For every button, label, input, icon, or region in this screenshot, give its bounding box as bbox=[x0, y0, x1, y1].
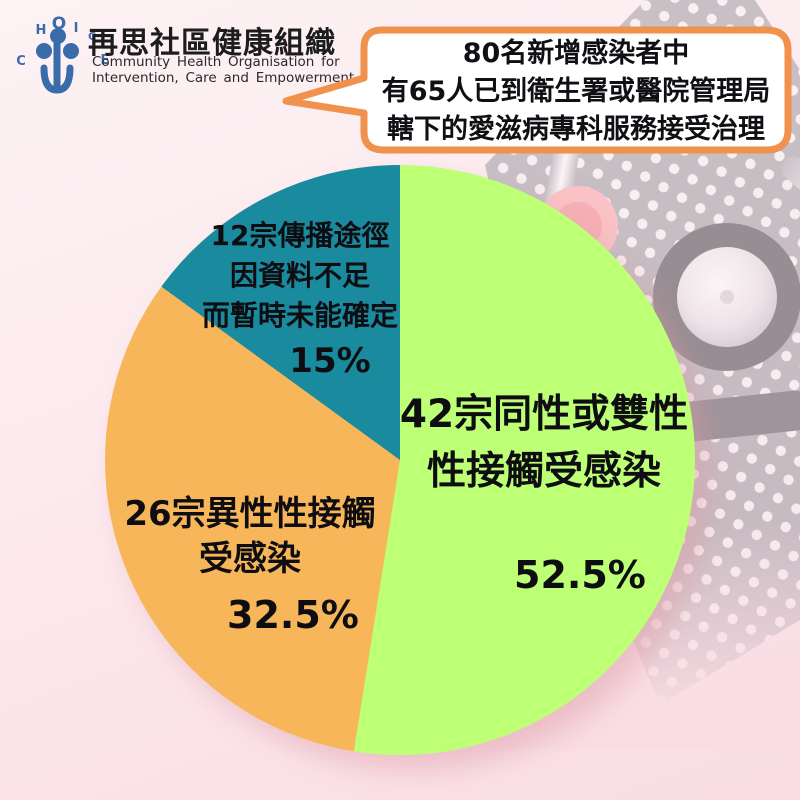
label-line: 42宗同性或雙性 bbox=[399, 392, 689, 437]
org-name-zh: 再思社區健康組織 bbox=[88, 26, 336, 61]
bubble-line: 轄下的愛滋病專科服務接受治理 bbox=[387, 114, 765, 145]
stethoscope-chestpiece-center bbox=[720, 290, 734, 304]
pie-slice-percent-heterosexual: 32.5% bbox=[227, 593, 359, 637]
choice-logo-icon: C H O I C E bbox=[16, 14, 110, 94]
org-name-en-line1: Community Health Organisation for bbox=[92, 54, 340, 70]
label-line: 性接觸受感染 bbox=[426, 449, 661, 494]
org-name-en: Community Health Organisation for Interv… bbox=[92, 54, 355, 86]
pie-chart bbox=[105, 165, 695, 755]
speech-bubble-text: 80名新增感染者中 有65人已到衛生署或醫院管理局 轄下的愛滋病專科服務接受治理 bbox=[368, 35, 784, 149]
label-line: 受感染 bbox=[199, 539, 301, 579]
bubble-line: 80名新增感染者中 bbox=[462, 38, 690, 69]
logo-letter: C bbox=[88, 30, 96, 43]
speech-bubble-outline bbox=[282, 26, 792, 154]
pie-slice-percent-homo-bisexual: 52.5% bbox=[514, 553, 646, 597]
logo-letter: C bbox=[16, 54, 26, 69]
pie-slice-label-undetermined: 12宗傳播途徑 因資料不足 而暫時未能確定 bbox=[150, 216, 450, 336]
label-line: 因資料不足 bbox=[229, 259, 370, 292]
label-line: 而暫時未能確定 bbox=[201, 299, 398, 332]
pie-slice-label-homo-bisexual: 42宗同性或雙性 性接觸受感染 bbox=[393, 386, 695, 500]
pie-slice-percent-undetermined: 15% bbox=[289, 341, 371, 381]
logo-letter: I bbox=[74, 21, 79, 36]
label-line: 12宗傳播途徑 bbox=[210, 219, 390, 252]
logo-circle bbox=[63, 43, 79, 59]
logo-circle bbox=[36, 43, 52, 59]
logo-letter: H bbox=[36, 23, 47, 38]
org-name-en-line2: Intervention, Care and Empowerment bbox=[92, 69, 355, 86]
logo-letter: E bbox=[101, 53, 110, 68]
label-line: 26宗異性性接觸 bbox=[124, 494, 376, 534]
logo-circle bbox=[50, 28, 66, 44]
bubble-line: 有65人已到衛生署或醫院管理局 bbox=[381, 76, 771, 107]
logo-anchor-hook bbox=[40, 64, 74, 94]
pie-slice-label-heterosexual: 26宗異性性接觸 受感染 bbox=[108, 492, 392, 582]
speech-bubble bbox=[282, 26, 792, 154]
